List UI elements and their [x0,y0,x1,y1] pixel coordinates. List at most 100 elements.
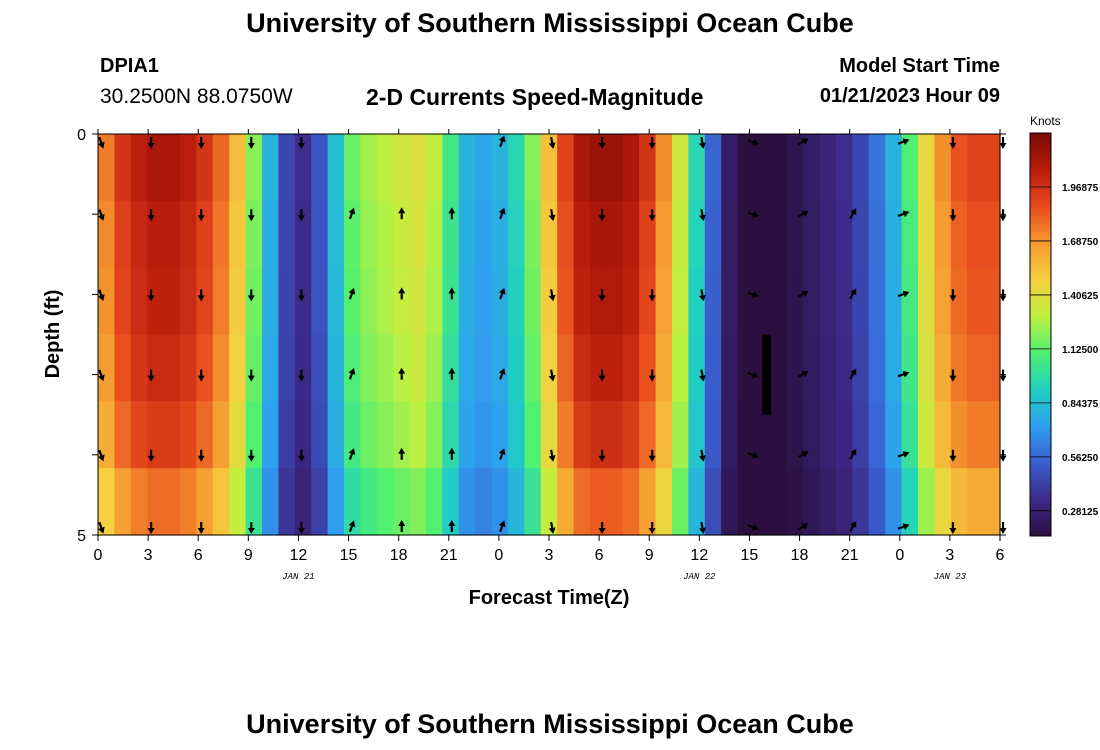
heat-cell [590,334,607,402]
heat-cell [934,334,952,402]
heat-cell [409,334,427,402]
current-arrow [699,521,706,534]
heat-cell [393,134,411,202]
heat-cell [819,468,837,536]
current-arrow [797,371,809,379]
heat-cell [672,200,689,269]
heat-cell [967,134,985,202]
heat-cell [590,468,607,536]
heat-cell [130,200,148,269]
colorbar-tick-label: 1.40625 [1062,291,1099,302]
station-coordinates: 30.2500N 88.0750W [100,85,293,108]
current-arrow [648,289,656,302]
model-start-value: 01/21/2023 Hour 09 [819,85,1000,107]
heat-cell [278,134,296,202]
heat-cell [885,468,903,536]
heat-cell [770,267,788,336]
heat-cell [606,334,624,402]
heat-cell [606,401,624,469]
heat-cell [426,267,443,336]
current-arrow [849,288,857,300]
colorbar-tick-label: 0.28125 [1062,507,1099,518]
current-arrow [949,369,957,382]
heat-cell [393,468,411,536]
heat-cell [180,468,197,536]
heat-cell [622,267,640,336]
heat-cell [836,468,853,536]
colorbar [1029,132,1052,537]
heat-cell [163,401,181,469]
y-tick-label: 5 [77,528,86,545]
heat-cell [278,401,296,469]
current-arrow [548,369,556,382]
heat-cell [918,267,935,336]
heat-cell [868,401,886,469]
heat-cell [130,267,148,336]
heat-cell [590,200,607,269]
y-tick-label: 0 [77,127,86,144]
heat-cell [868,468,886,536]
current-arrow [448,287,456,300]
heat-cell [754,401,771,469]
x-tick-label: 12 [690,547,708,564]
heat-cell [934,468,952,536]
heat-cell [278,468,296,536]
heat-cell [918,468,935,536]
heat-cell [721,468,739,536]
heat-cell [590,401,607,469]
heat-cell [98,134,115,202]
heat-cell [327,401,345,469]
heat-cell [754,200,771,269]
current-arrow [797,290,809,298]
heat-cell [655,468,673,536]
current-arrows [98,135,1007,534]
heat-cell [704,468,722,536]
x-axis-title: Forecast Time(Z) [469,587,630,609]
heat-cell [606,134,624,202]
heat-cell [950,468,968,536]
current-arrow [849,208,857,220]
heat-cell [278,334,296,402]
heat-cell [524,134,542,202]
x-tick-label: 6 [595,547,604,564]
current-arrow [98,449,105,462]
heat-cell [540,134,558,202]
current-arrow [747,211,759,218]
current-arrow [548,289,556,302]
heat-cell [180,134,197,202]
heat-cell [540,401,558,469]
heat-cell [934,267,952,336]
heat-cell [98,401,115,469]
current-arrow [598,289,606,302]
heat-cell [475,401,493,469]
heat-cell [672,134,689,202]
model-start-label: Model Start Time [839,55,1000,77]
heat-cell [393,200,411,269]
current-arrow [747,139,759,146]
heat-cell [311,401,329,469]
current-arrow [498,135,506,148]
heat-cell [868,134,886,202]
current-arrow [747,524,759,531]
heat-cell [458,401,476,469]
heat-cell [639,134,657,202]
heat-cell [147,200,165,269]
heat-cell [508,134,525,202]
heat-cell [426,134,443,202]
heat-cell [327,134,345,202]
heat-cell [950,401,968,469]
heat-cell [901,334,919,402]
current-arrow [648,522,656,534]
x-tick-label: 3 [945,547,954,564]
heat-cell [901,134,919,202]
heat-cell [212,200,230,269]
heat-cell [688,134,706,202]
heat-cell [770,200,788,269]
x-tick-label: 15 [340,547,358,564]
x-date-label: JAN 22 [683,572,716,582]
current-arrow [897,451,910,458]
heat-cell [147,134,165,202]
heat-cell [737,200,755,269]
current-arrow [548,521,556,534]
current-arrow [949,522,957,534]
